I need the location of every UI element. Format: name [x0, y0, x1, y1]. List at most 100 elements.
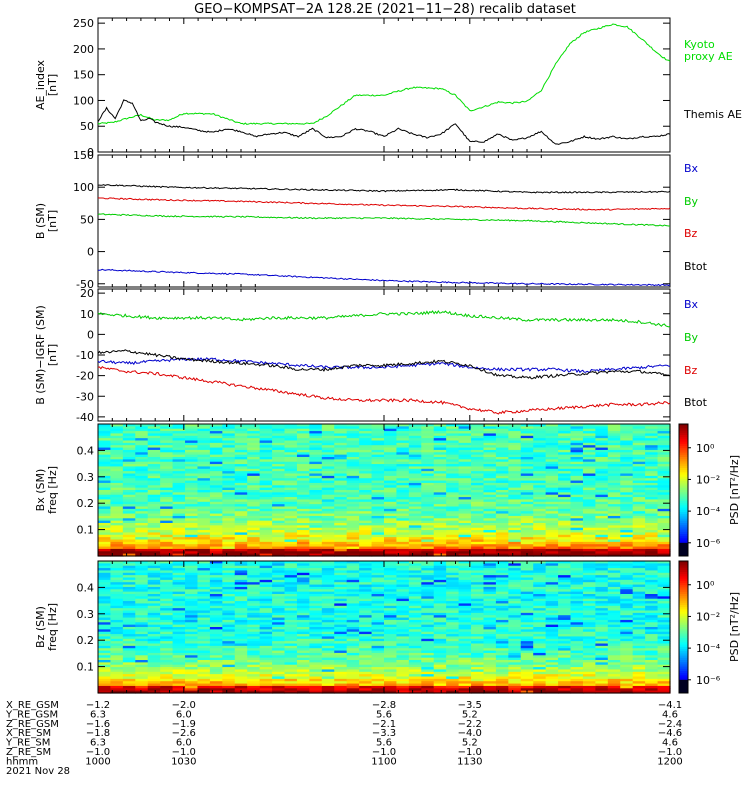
spectrogram-cell [433, 442, 447, 446]
spectrogram-cell [296, 541, 310, 545]
spectrogram-cell [346, 660, 360, 663]
spectrogram-cell [197, 563, 211, 567]
spectrogram-cell [396, 513, 410, 517]
spectrogram-cell [122, 615, 136, 619]
spectrogram-cell [334, 426, 348, 430]
spectrogram-cell [321, 440, 335, 444]
spectrogram-cell [384, 683, 398, 687]
spectrogram-cell [98, 655, 112, 659]
spectrogram-cell [160, 678, 174, 682]
spectrogram-cell [296, 473, 310, 477]
spectrogram-cell [346, 530, 360, 534]
spectrogram-cell [197, 485, 211, 489]
spectrogram-cell [110, 652, 124, 656]
spectrogram-cell [147, 676, 161, 680]
y-tick-label-2: -20 [76, 370, 94, 383]
spectrogram-cell [98, 440, 112, 444]
spectrogram-cell [458, 527, 472, 531]
spectrogram-cell [160, 612, 174, 616]
spectrogram-cell [334, 525, 348, 529]
spectrogram-cell [334, 591, 348, 595]
spectrogram-cell [582, 511, 596, 515]
spectrogram-cell [520, 492, 534, 496]
spectrogram-cell [408, 629, 422, 633]
spectrogram-cell [334, 565, 348, 569]
colorbar-swatch [679, 450, 688, 454]
spectrogram-cell [160, 494, 174, 498]
spectrogram-cell [545, 461, 559, 465]
spectrogram-cell [446, 674, 460, 678]
spectrogram-cell [545, 428, 559, 432]
spectrogram-cell [296, 544, 310, 548]
spectrogram-cell [334, 652, 348, 656]
spectrogram-cell [520, 584, 534, 588]
spectrogram-cell [309, 431, 323, 435]
spectrogram-cell [247, 596, 261, 600]
spectrogram-cell [446, 594, 460, 597]
spectrogram-cell [371, 445, 385, 449]
spectrogram-cell [272, 674, 286, 678]
spectrogram-cell [321, 544, 335, 548]
spectrogram-cell [396, 681, 410, 685]
spectrogram-cell [209, 506, 223, 510]
spectrogram-cell [259, 662, 273, 666]
spectrogram-cell [483, 487, 497, 491]
spectrogram-cell [446, 473, 460, 477]
spectrogram-cell [495, 504, 509, 508]
spectrogram-cell [334, 447, 348, 451]
spectrogram-cell [172, 629, 186, 633]
spectrogram-cell [645, 471, 659, 475]
spectrogram-cell [160, 584, 174, 588]
spectrogram-cell [98, 464, 112, 468]
spectrogram-cell [359, 497, 373, 501]
spectrogram-cell [495, 584, 509, 588]
spectrogram-cell [371, 438, 385, 442]
spectrogram-cell [122, 506, 136, 510]
spectrogram-cell [359, 594, 373, 597]
spectrogram-cell [446, 629, 460, 633]
spectrogram-cell [234, 615, 248, 619]
y-tick-label-3: 0.2 [77, 497, 95, 510]
spectrogram-cell [495, 452, 509, 456]
spectrogram-cell [309, 504, 323, 508]
spectrogram-cell [359, 674, 373, 678]
spectrogram-cell [259, 424, 273, 427]
spectrogram-cell [122, 596, 136, 600]
spectrogram-cell [160, 577, 174, 581]
spectrogram-cell [197, 537, 211, 541]
spectrogram-cell [147, 501, 161, 505]
spectrogram-cell [421, 641, 435, 645]
spectrogram-cell [284, 660, 298, 663]
spectrogram-cell [446, 589, 460, 593]
spectrogram-cell [110, 466, 124, 470]
spectrogram-cell [558, 428, 572, 432]
spectrogram-cell [172, 499, 186, 503]
spectrogram-cell [520, 641, 534, 645]
spectrogram-cell [359, 591, 373, 595]
spectrogram-cell [359, 518, 373, 522]
spectrogram-cell [284, 461, 298, 465]
spectrogram-cell [321, 615, 335, 619]
spectrogram-cell [433, 683, 447, 687]
spectrogram-cell [309, 622, 323, 626]
spectrogram-cell [296, 504, 310, 508]
spectrogram-cell [359, 508, 373, 512]
spectrogram-cell [421, 660, 435, 663]
spectrogram-cell [135, 511, 149, 515]
y-tick-label-0: 200 [73, 43, 94, 56]
spectrogram-cell [645, 513, 659, 517]
spectrogram-cell [384, 648, 398, 652]
legend-label: proxy AE [684, 50, 733, 63]
spectrogram-cell [185, 683, 199, 687]
spectrogram-cell [222, 563, 236, 567]
spectrogram-cell [545, 513, 559, 517]
spectrogram-cell [446, 685, 460, 689]
spectrogram-cell [396, 445, 410, 449]
spectrogram-cell [309, 643, 323, 647]
spectrogram-cell [645, 506, 659, 510]
spectrogram-cell [533, 445, 547, 449]
spectrogram-cell [172, 596, 186, 600]
spectrogram-cell [508, 605, 522, 609]
spectrogram-cell [458, 634, 472, 638]
spectrogram-cell [620, 464, 634, 468]
